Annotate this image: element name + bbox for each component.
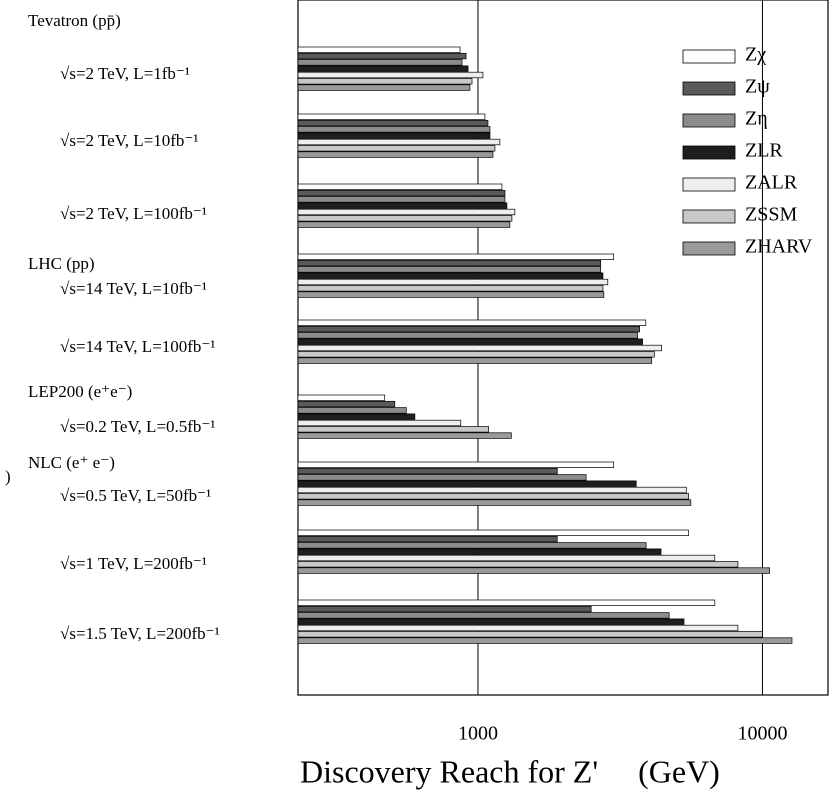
category-label: √s=2 TeV, L=10fb⁻¹ <box>60 131 199 150</box>
group-label: Tevatron (pp̄) <box>28 11 121 30</box>
legend-label: Zχ <box>745 44 766 66</box>
bar <box>297 319 647 326</box>
bar <box>297 285 604 292</box>
bar <box>297 624 739 632</box>
bar <box>297 605 592 613</box>
group-label: NLC (e⁺ e⁻) <box>28 453 115 472</box>
bar <box>297 554 716 562</box>
bar <box>297 467 558 475</box>
bar <box>297 332 638 339</box>
bar <box>297 291 605 298</box>
bar <box>297 145 496 152</box>
bar <box>297 221 511 228</box>
x-tick-label: 10000 <box>737 723 787 745</box>
bar <box>297 535 558 543</box>
bar <box>297 599 716 606</box>
group-label: LHC (pp) <box>28 254 95 273</box>
bar <box>297 253 615 260</box>
bar <box>297 46 461 53</box>
bar <box>297 278 609 286</box>
bar <box>297 567 770 574</box>
bar <box>297 126 491 133</box>
legend-label: ZLR <box>745 140 783 162</box>
bar <box>297 196 506 203</box>
bar <box>297 612 670 619</box>
bar <box>297 480 637 487</box>
category-label: √s=1.5 TeV, L=200fb⁻¹ <box>60 624 220 643</box>
bar <box>297 71 484 79</box>
x-axis-label: Discovery Reach for Z' (GeV) <box>300 753 720 789</box>
category-label: √s=0.5 TeV, L=50fb⁻¹ <box>60 486 211 505</box>
bar <box>297 618 685 625</box>
bar <box>297 351 655 358</box>
bar <box>297 432 512 439</box>
legend-swatch <box>682 49 736 64</box>
bar <box>297 132 491 139</box>
bar <box>297 548 662 555</box>
legend-swatch <box>682 145 736 160</box>
bar <box>297 272 604 279</box>
category-label: √s=1 TeV, L=200fb⁻¹ <box>60 554 207 573</box>
bar <box>297 419 462 427</box>
bar <box>297 259 602 267</box>
bar <box>297 113 486 120</box>
bar <box>297 138 501 146</box>
bar <box>297 65 469 72</box>
legend-swatch <box>682 177 736 192</box>
bar <box>297 529 689 536</box>
margin-note: ) <box>5 467 11 486</box>
bar <box>297 84 471 91</box>
bar <box>297 215 513 222</box>
bar <box>297 357 653 364</box>
x-tick-label: 1000 <box>458 723 498 745</box>
bar <box>297 78 473 85</box>
category-label: √s=2 TeV, L=1fb⁻¹ <box>60 64 190 83</box>
bar <box>297 486 687 494</box>
legend-label: ZALR <box>745 172 798 194</box>
group-label: LEP200 (e⁺e⁻) <box>28 382 132 401</box>
bar <box>297 499 692 506</box>
bar <box>297 59 463 66</box>
bar <box>297 344 662 352</box>
bar <box>297 631 763 638</box>
category-label: √s=14 TeV, L=100fb⁻¹ <box>60 337 216 356</box>
bar <box>297 325 640 333</box>
category-label: √s=0.2 TeV, L=0.5fb⁻¹ <box>60 417 216 436</box>
bar <box>297 542 647 549</box>
bar <box>297 151 494 158</box>
bar <box>297 426 489 433</box>
bar <box>297 266 602 273</box>
bar <box>297 461 615 468</box>
bar <box>297 183 503 190</box>
legend-swatch <box>682 241 736 256</box>
bar <box>297 474 587 481</box>
bar <box>297 202 508 209</box>
legend-label: ZHARV <box>745 236 813 258</box>
legend-swatch <box>682 113 736 128</box>
bar <box>297 338 643 345</box>
legend-label: Zη <box>745 108 768 130</box>
bar <box>297 119 489 127</box>
bar <box>297 413 416 420</box>
bar <box>297 493 689 500</box>
bar <box>297 407 407 414</box>
bar <box>297 400 396 408</box>
legend-label: Zψ <box>745 76 770 98</box>
bar <box>297 52 467 60</box>
category-label: √s=2 TeV, L=100fb⁻¹ <box>60 204 207 223</box>
bar <box>297 189 506 197</box>
bar <box>297 394 386 401</box>
bar <box>297 561 739 568</box>
category-label: √s=14 TeV, L=10fb⁻¹ <box>60 279 207 298</box>
bar <box>297 637 793 644</box>
legend-swatch <box>682 81 736 96</box>
legend-label: ZSSM <box>745 204 797 226</box>
legend-swatch <box>682 209 736 224</box>
bar <box>297 208 516 216</box>
